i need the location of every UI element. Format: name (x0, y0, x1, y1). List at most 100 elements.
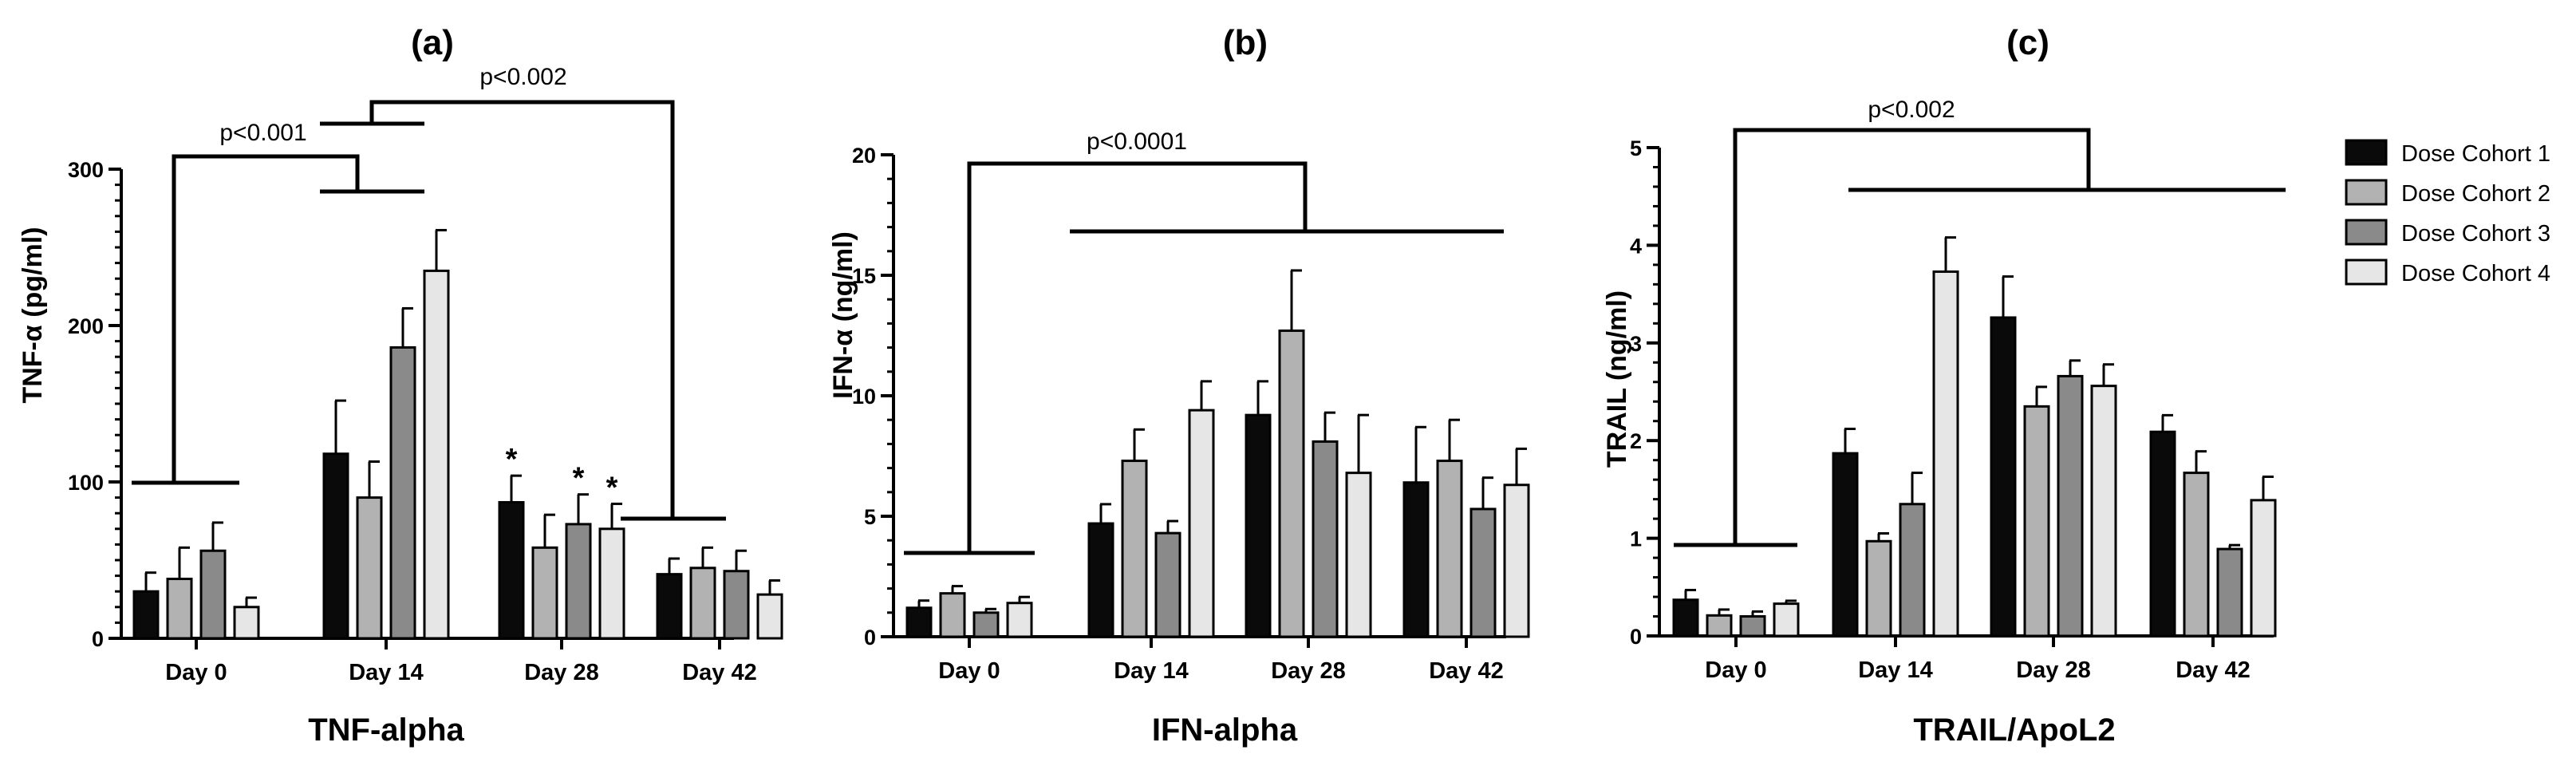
bar (1312, 440, 1339, 638)
significance-star: * (573, 462, 585, 495)
y-tick-label: 20 (852, 144, 876, 168)
bar (972, 611, 1000, 638)
y-tick-label: 0 (92, 627, 104, 651)
panel-c-x-axis: Day 0 Day 14 Day 28 Day 42 (1659, 634, 2274, 683)
panel-a-title: (a) (411, 23, 454, 62)
bar (1245, 413, 1272, 638)
panel-c-title: (c) (2006, 23, 2049, 62)
bar (2183, 472, 2210, 638)
panel-c-brackets (1674, 128, 2286, 547)
legend-label: Dose Cohort 3 (2401, 221, 2550, 247)
panel-b-bars (905, 269, 1530, 638)
significance-star: * (606, 471, 618, 504)
bar (1188, 409, 1215, 638)
x-tick-label: Day 28 (1271, 658, 1346, 684)
panel-b: (b) IFN-α (ng/ml) IFN-alpha 0 5 10 15 20 Day… (828, 23, 1530, 748)
bar (1087, 522, 1114, 638)
bracket-line (369, 100, 675, 519)
panel-b-xtitle: IFN-alpha (1152, 713, 1298, 748)
bar (1503, 484, 1530, 638)
x-tick-label: Day 28 (2016, 657, 2091, 683)
bar (1278, 329, 1305, 638)
bar (1154, 531, 1181, 638)
bar (1932, 270, 1959, 638)
bar (1402, 481, 1430, 638)
bar (166, 578, 193, 640)
bar (423, 269, 450, 640)
bar (1469, 507, 1497, 638)
bar (2023, 405, 2050, 638)
bar (199, 549, 227, 640)
panel-a-ylabel: TNF-α (pg/ml) (18, 227, 48, 403)
y-tick-label: 5 (1630, 136, 1642, 160)
panel-a-brackets (132, 100, 726, 521)
y-tick-label: 4 (1630, 234, 1642, 258)
bar (531, 546, 558, 640)
bar (756, 593, 783, 640)
bar (1672, 598, 1699, 638)
bar (2250, 499, 2277, 638)
panel-c: (c) TRAIL (ng/ml) TRAIL/ApoL2 0 1 2 3 4 5 Day… (1602, 23, 2286, 748)
panel-b-ylabel: IFN-α (ng/ml) (828, 231, 858, 399)
y-tick-label: 300 (68, 158, 104, 182)
bar (2216, 547, 2243, 638)
bar (565, 523, 592, 640)
bar (905, 606, 933, 638)
p-value-label: p<0.002 (1868, 97, 1955, 123)
bar (598, 527, 625, 640)
panel-a-y-axis: 0 100 200 300 (68, 158, 123, 651)
panel-a: (a) TNF-α (pg/ml) TNF-alpha 0 100 200 300 D… (18, 23, 783, 748)
x-tick-label: Day 42 (2176, 657, 2251, 683)
bar (1899, 503, 1926, 638)
panel-b-brackets (904, 161, 1504, 555)
y-tick-label: 2 (1630, 429, 1642, 453)
legend: Dose Cohort 1 Dose Cohort 2 Dose Cohort 3 D… (2345, 139, 2550, 286)
bar (1865, 539, 1892, 638)
panel-b-title: (b) (1223, 23, 1268, 62)
bar (389, 345, 416, 640)
bar (1773, 602, 1800, 638)
bar (1832, 452, 1859, 638)
x-tick-label: Day 42 (682, 660, 757, 685)
panel-a-xtitle: TNF-alpha (308, 713, 464, 748)
y-tick-label: 0 (864, 626, 876, 649)
bar (2057, 374, 2084, 638)
panel-c-y-axis: 0 1 2 3 4 5 (1630, 136, 1661, 649)
y-tick-label: 10 (852, 385, 876, 409)
p-value-label: p<0.0001 (1087, 128, 1187, 155)
bar (1739, 615, 1766, 638)
panel-b-y-axis: 0 5 10 15 20 (852, 144, 895, 649)
bar (939, 592, 966, 638)
panel-a-bars: * * * (132, 228, 783, 640)
panel-c-bars (1672, 236, 2277, 638)
p-value-label: p<0.002 (479, 64, 566, 90)
bar (233, 606, 260, 640)
x-tick-label: Day 42 (1429, 658, 1504, 684)
bar (1706, 614, 1733, 638)
bar (1345, 472, 1372, 638)
y-tick-label: 5 (864, 505, 876, 529)
bar (1436, 460, 1463, 638)
bar (322, 452, 349, 640)
x-tick-label: Day 28 (524, 660, 599, 685)
panel-c-xtitle: TRAIL/ApoL2 (1913, 713, 2115, 748)
y-tick-label: 0 (1630, 625, 1642, 649)
x-tick-label: Day 14 (349, 660, 424, 685)
legend-label: Dose Cohort 1 (2401, 141, 2550, 167)
legend-label: Dose Cohort 2 (2401, 181, 2550, 207)
p-value-label: p<0.001 (219, 120, 306, 146)
bar (2090, 385, 2117, 638)
x-tick-label: Day 14 (1858, 657, 1933, 683)
legend-swatch (2345, 139, 2388, 166)
bar (1006, 602, 1033, 638)
bar (1121, 460, 1148, 638)
x-tick-label: Day 0 (1705, 657, 1766, 683)
x-tick-label: Day 0 (938, 658, 1000, 684)
bar (723, 570, 750, 640)
legend-swatch (2345, 179, 2388, 206)
bar (1990, 316, 2017, 638)
legend-swatch (2345, 259, 2388, 286)
legend-swatch (2345, 219, 2388, 246)
panel-c-ylabel: TRAIL (ng/ml) (1602, 290, 1632, 468)
